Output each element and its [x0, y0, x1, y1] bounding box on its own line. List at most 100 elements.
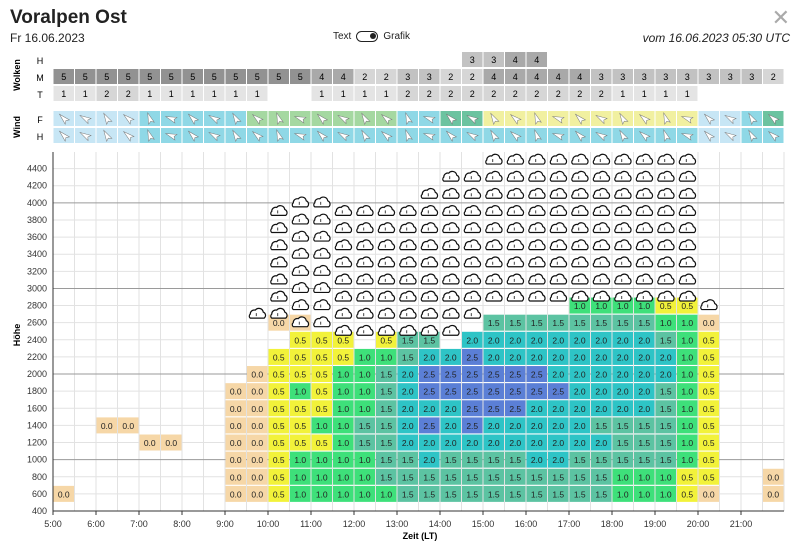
cloud-cell-value: 5 — [126, 72, 131, 82]
heatmap-cell-value: 2.5 — [466, 370, 478, 380]
x-tick-label: 21:00 — [730, 519, 753, 529]
cloud-cell — [569, 69, 590, 84]
cloud-icon — [528, 222, 546, 234]
toggle-switch[interactable] — [356, 31, 379, 42]
cloud-icon — [614, 170, 632, 182]
y-tick-label: 1000 — [27, 455, 47, 465]
cloud-icon — [549, 273, 568, 285]
heatmap-cell-value: 2.0 — [595, 352, 607, 362]
cloud-cell-value: 2 — [405, 89, 410, 99]
heatmap-cell-value: 2.0 — [402, 421, 414, 431]
y-tick-label: 4200 — [27, 181, 47, 191]
close-icon[interactable]: ✕ — [771, 5, 790, 30]
cloud-icon — [506, 153, 525, 165]
cloud-cell — [311, 86, 332, 101]
heatmap-cell-value: 1.0 — [337, 387, 349, 397]
heatmap-cell-value: 1.5 — [445, 455, 457, 465]
cloud-icon — [506, 205, 525, 216]
wind-arrow-icon — [595, 115, 608, 125]
cloud-icon — [506, 239, 525, 251]
heatmap-cell-value: 1.5 — [595, 421, 607, 431]
cloud-icon — [485, 170, 503, 182]
heatmap-cell-value: 1.5 — [509, 318, 521, 328]
wind-arrow-icon — [680, 116, 694, 124]
cloud-icon — [463, 187, 482, 199]
heatmap-cell — [268, 383, 289, 400]
wind-arrow-icon — [147, 128, 155, 142]
heatmap-cell — [376, 383, 397, 400]
heatmap-cell-value: 1.0 — [316, 472, 328, 482]
cloud-icon — [463, 239, 482, 251]
heatmap-cell-value: 1.0 — [681, 421, 693, 431]
heatmap-cell — [677, 434, 698, 451]
cloud-cell — [75, 86, 96, 101]
cloud-cell — [247, 69, 268, 84]
heatmap-cell-value: 1.5 — [402, 455, 414, 465]
cloud-cell — [483, 69, 504, 84]
cloud-icon — [291, 230, 310, 242]
heatmap-cell-value: 2.0 — [617, 335, 629, 345]
heatmap-cell — [483, 468, 504, 485]
heatmap-cell — [311, 348, 332, 365]
cloud-icon — [463, 170, 482, 182]
cloud-icon — [377, 205, 396, 216]
cloud-icon — [463, 205, 482, 216]
heatmap-cell-value: 1.5 — [488, 318, 500, 328]
heatmap-cell — [354, 348, 375, 365]
y-tick-label: 3200 — [27, 266, 47, 276]
heatmap-cell — [612, 366, 633, 383]
view-toggle[interactable]: Text Grafik — [333, 31, 410, 42]
cloud-cell-value: 2 — [470, 72, 475, 82]
heatmap-cell-value: 1.5 — [380, 404, 392, 414]
cloud-icon — [635, 222, 654, 234]
heatmap-cell — [483, 331, 504, 348]
cloud-icon — [635, 205, 654, 216]
y-tick-label: 2000 — [27, 369, 47, 379]
heatmap-cell — [612, 331, 633, 348]
heatmap-cell-value: 2.5 — [531, 370, 543, 380]
wind-arrow-icon — [663, 111, 671, 125]
heatmap-cell-value: 2.0 — [574, 370, 586, 380]
wind-arrow-icon — [445, 113, 458, 125]
toggle-knob — [370, 33, 377, 39]
cloud-icon — [678, 153, 697, 165]
cloud-cell-value: 4 — [491, 72, 496, 82]
heatmap-cell — [419, 434, 440, 451]
heatmap-cell — [677, 331, 698, 348]
y-tick-label: 1600 — [27, 403, 47, 413]
heatmap-cell-value: 1.5 — [638, 421, 650, 431]
heatmap-cell — [698, 451, 719, 468]
cloud-icon — [270, 239, 288, 251]
cloud-cell — [634, 69, 655, 84]
cloud-cell-value: 1 — [233, 89, 238, 99]
heatmap-cell-value: 0.5 — [294, 335, 306, 345]
heatmap-cell — [397, 400, 418, 417]
wind-arrow-icon — [422, 116, 436, 124]
heatmap-cell — [333, 417, 354, 434]
cloud-icon — [291, 196, 310, 208]
heatmap-cell — [311, 451, 332, 468]
heatmap-cell — [634, 417, 655, 434]
heatmap-cell — [505, 434, 526, 451]
heatmap-cell — [569, 400, 590, 417]
cloud-cell-value: 5 — [276, 72, 281, 82]
wind-arrow-icon — [122, 114, 135, 125]
cloud-cell-value: 5 — [298, 72, 303, 82]
cloud-cell — [612, 69, 633, 84]
cloud-cell — [655, 69, 676, 84]
heatmap-cell — [225, 485, 246, 502]
cloud-icon — [291, 316, 310, 328]
heatmap-cell-value: 1.5 — [380, 472, 392, 482]
wind-arrow-icon — [534, 128, 542, 142]
heatmap-cell-value: 0.0 — [101, 421, 113, 431]
cloud-cell — [483, 52, 504, 67]
heatmap-cell-value: 0.5 — [703, 370, 715, 380]
heatmap-cell-value: 0.5 — [273, 489, 285, 499]
wind-arrow-icon — [767, 114, 780, 125]
heatmap-cell — [634, 400, 655, 417]
cloud-cell — [376, 86, 397, 101]
heatmap-cell-value: 2.0 — [402, 387, 414, 397]
heatmap-cell — [311, 485, 332, 502]
heatmap-cell-value: 0.5 — [294, 421, 306, 431]
